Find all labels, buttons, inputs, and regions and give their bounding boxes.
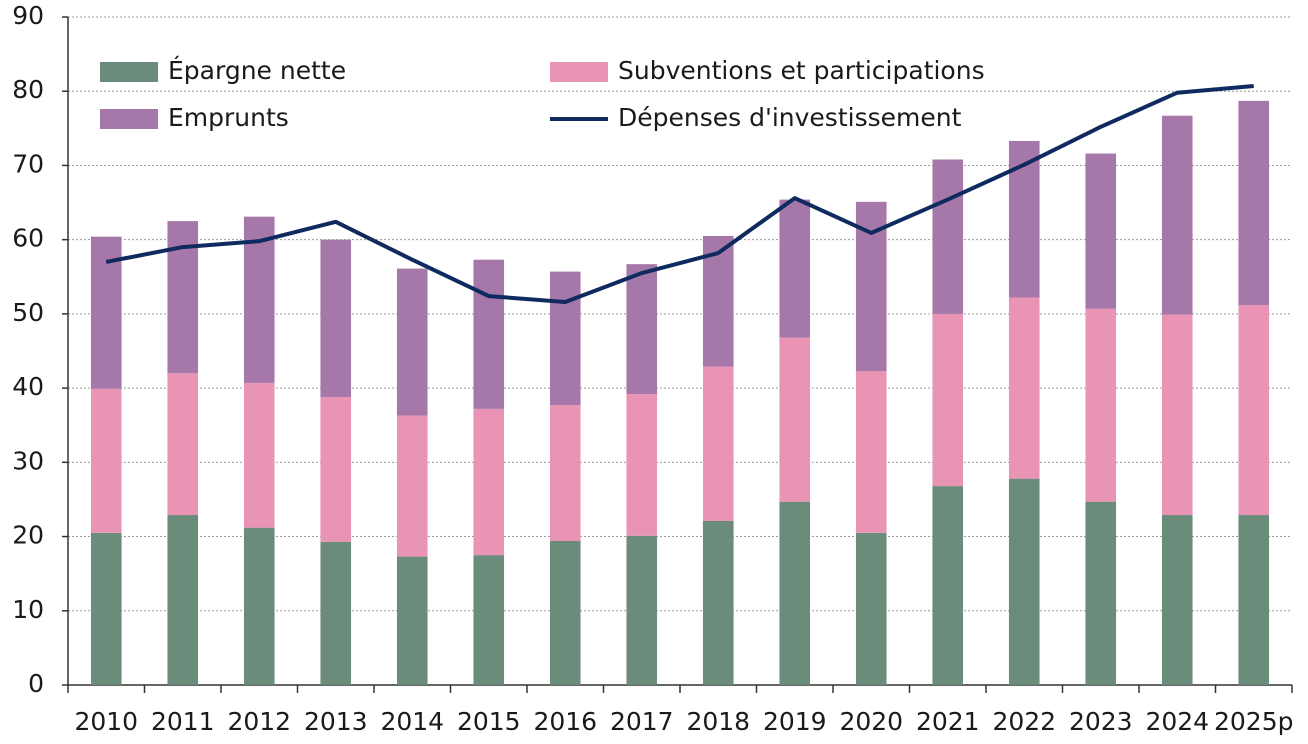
bar <box>1161 515 1193 685</box>
y-tick-label: 50 <box>12 298 44 327</box>
bar <box>1238 304 1270 516</box>
bar <box>243 527 275 685</box>
bar <box>626 535 658 685</box>
bar <box>243 382 275 528</box>
bar <box>932 486 964 685</box>
bar <box>1238 515 1270 685</box>
bar <box>90 532 122 685</box>
bar <box>702 520 734 685</box>
bar <box>167 515 199 685</box>
y-tick-label: 70 <box>12 149 44 178</box>
bar <box>90 388 122 533</box>
x-tick-label: 2024 <box>1145 707 1209 736</box>
legend-label: Subventions et participations <box>618 56 985 85</box>
x-tick-label: 2025p <box>1214 707 1294 736</box>
bar <box>932 313 964 487</box>
x-tick-label: 2014 <box>380 707 444 736</box>
bar <box>855 371 887 533</box>
bar <box>549 271 581 406</box>
x-tick-label: 2012 <box>227 707 291 736</box>
legend-label: Épargne nette <box>168 56 346 85</box>
bar <box>167 221 199 374</box>
bar <box>473 259 505 409</box>
y-tick-label: 30 <box>12 446 44 475</box>
x-tick-label: 2023 <box>1069 707 1133 736</box>
bar <box>243 216 275 383</box>
bar <box>396 415 428 557</box>
x-tick-label: 2021 <box>916 707 980 736</box>
bar <box>320 541 352 685</box>
y-tick-label: 10 <box>12 595 44 624</box>
y-tick-label: 80 <box>12 75 44 104</box>
y-tick-label: 0 <box>28 669 44 698</box>
bar <box>473 555 505 685</box>
x-tick-label: 2015 <box>457 707 521 736</box>
bar <box>626 264 658 395</box>
bar <box>1161 115 1193 315</box>
bar <box>1008 478 1040 685</box>
y-tick-label: 60 <box>12 224 44 253</box>
bar <box>779 337 811 502</box>
bar <box>702 366 734 521</box>
bar <box>320 397 352 542</box>
legend-swatch <box>550 62 608 82</box>
bar <box>932 159 964 314</box>
legend-label: Dépenses d'investissement <box>618 103 962 132</box>
bar <box>396 268 428 416</box>
bar <box>1085 308 1117 502</box>
bar <box>855 532 887 685</box>
x-tick-label: 2013 <box>304 707 368 736</box>
x-tick-label: 2010 <box>74 707 138 736</box>
bar <box>1085 153 1117 309</box>
legend-label: Emprunts <box>168 103 289 132</box>
x-tick-label: 2020 <box>839 707 903 736</box>
bar <box>1008 140 1040 298</box>
bar <box>320 239 352 398</box>
bar <box>779 199 811 338</box>
bar <box>1085 501 1117 685</box>
legend-swatch <box>100 109 158 129</box>
x-tick-label: 2018 <box>686 707 750 736</box>
bar <box>1008 297 1040 479</box>
bar <box>1161 314 1193 516</box>
bar <box>167 373 199 516</box>
x-tick-label: 2019 <box>763 707 827 736</box>
y-tick-label: 40 <box>12 372 44 401</box>
legend-swatch <box>100 62 158 82</box>
bar <box>90 236 122 389</box>
x-tick-label: 2022 <box>992 707 1056 736</box>
bar <box>396 556 428 685</box>
bar <box>473 408 505 556</box>
x-tick-label: 2016 <box>533 707 597 736</box>
line <box>105 84 1254 305</box>
x-tick-label: 2011 <box>151 707 215 736</box>
x-tick-label: 2017 <box>610 707 674 736</box>
y-tick-label: 90 <box>12 1 44 30</box>
bar <box>626 394 658 536</box>
bar <box>549 541 581 685</box>
bar <box>779 501 811 685</box>
bar <box>549 405 581 542</box>
y-tick-label: 20 <box>12 521 44 550</box>
bar <box>1238 100 1270 305</box>
